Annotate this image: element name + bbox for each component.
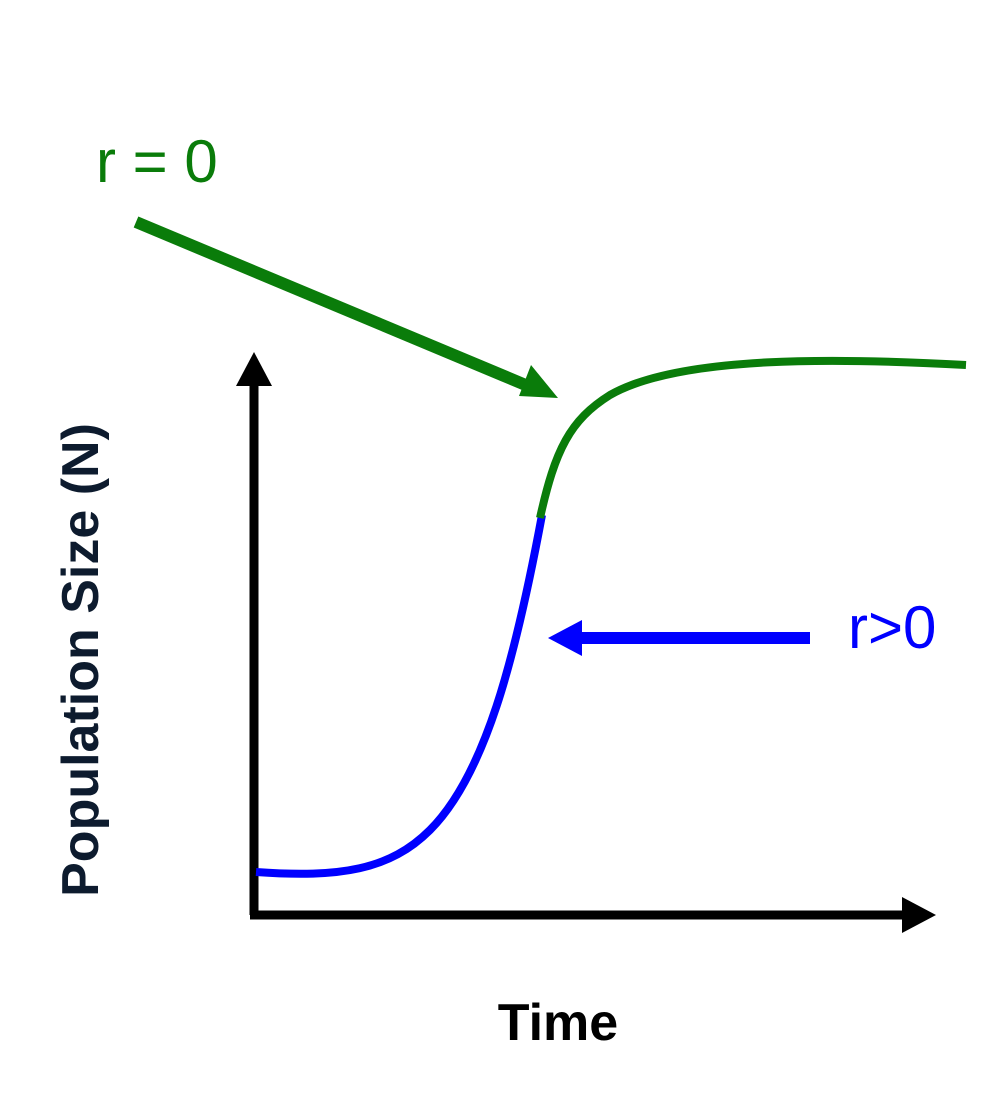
green-annotation-label: r = 0 [96, 128, 218, 195]
axes [236, 352, 936, 933]
blue-annotation-label: r>0 [848, 594, 936, 661]
blue-growth-curve [255, 514, 546, 878]
y-axis-arrowhead [236, 352, 272, 386]
green-plateau-curve [536, 356, 967, 519]
y-axis-title: Population Size (N) [52, 423, 110, 897]
green-annotation-arrow [133, 216, 558, 398]
x-axis-arrowhead [902, 897, 936, 933]
x-axis-title: Time [498, 994, 618, 1052]
blue-annotation-arrow [548, 620, 810, 656]
